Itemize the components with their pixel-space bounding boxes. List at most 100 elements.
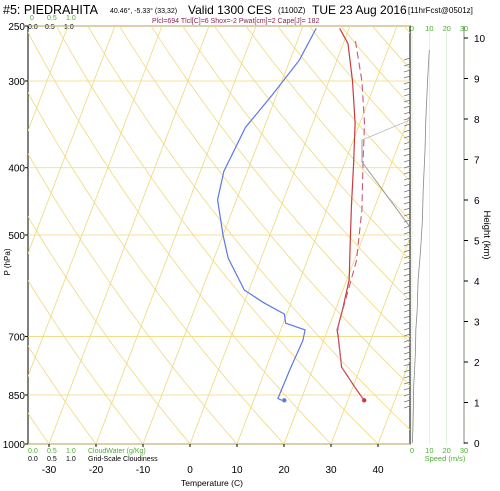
- height-tick-label: 9: [474, 75, 480, 86]
- pressure-axis-ticks: 250 300 400 500 700 850 1000: [3, 22, 28, 451]
- bottom-black-scale-label: 1.0: [66, 456, 76, 463]
- valid-time: Valid 1300 CES: [188, 3, 272, 17]
- wind-barb: [403, 357, 411, 361]
- dry-adiabat: [119, 26, 410, 387]
- temperature-tick-label: 40: [372, 465, 384, 476]
- temperature-tick-label: 20: [278, 465, 290, 476]
- bottom-black-scale-label: 0.5: [47, 456, 57, 463]
- wind-barb: [403, 171, 411, 175]
- wind-barb: [403, 243, 411, 247]
- wind-barb: [403, 75, 411, 79]
- dry-adiabat: [28, 91, 285, 444]
- wind-barb: [403, 309, 411, 313]
- isotherm: [330, 236, 410, 444]
- wind-barb: [403, 225, 411, 229]
- top-black-scale-label: 0.0: [28, 24, 38, 31]
- wind-barb: [403, 177, 411, 181]
- parcel-line: [337, 37, 366, 401]
- speed-tick-label-bottom: 0: [410, 446, 414, 455]
- speed-tick-label-bottom: 10: [425, 446, 433, 455]
- wind-barb: [403, 363, 411, 367]
- bottom-black-scale-label: 0.0: [28, 456, 38, 463]
- temperature-tick-label: 10: [231, 465, 243, 476]
- wind-barb: [403, 57, 411, 61]
- wind-barb: [403, 231, 411, 235]
- temperature-tick-label: 30: [325, 465, 337, 476]
- wind-barb: [403, 195, 411, 199]
- wind-barb: [403, 105, 411, 109]
- wind-barb: [403, 297, 411, 301]
- dewpoint-surface-point: [282, 398, 287, 403]
- station-title: #5: PIEDRAHITA: [3, 3, 99, 17]
- wind-barb: [403, 315, 411, 319]
- dry-adiabat: [55, 26, 379, 444]
- top-green-scale-label: 0.5: [47, 15, 57, 22]
- panel-connector: [361, 140, 411, 228]
- wind-barb: [403, 273, 411, 277]
- pressure-tick-label: 400: [8, 164, 25, 175]
- wind-barb: [403, 285, 411, 289]
- top-cloud-scales: 0 0.5 1.0 0.0 0.5 1.0: [28, 15, 76, 31]
- height-tick-label: 2: [474, 358, 480, 369]
- pressure-tick-label: 300: [8, 77, 25, 88]
- wind-barb: [403, 69, 411, 73]
- pressure-tick-label: 500: [8, 231, 25, 242]
- wind-barb: [403, 303, 411, 307]
- y-axis-label: P (hPa): [3, 248, 12, 275]
- wind-barb: [403, 183, 411, 187]
- height-tick-label: 10: [474, 34, 486, 45]
- dry-adiabat: [150, 26, 410, 344]
- cloudiness-label: Grid-Scale Cloudiness: [88, 456, 158, 463]
- wind-barb: [403, 153, 411, 157]
- bottom-green-scale-label: 0.0: [28, 448, 38, 455]
- top-green-scale-label: 0: [30, 15, 34, 22]
- wind-barb: [403, 387, 411, 391]
- dewpoint-line: [216, 28, 317, 401]
- wind-barb: [403, 255, 411, 259]
- wind-barb: [403, 237, 411, 241]
- profile-lines: [216, 28, 367, 403]
- wind-barb: [403, 219, 411, 223]
- temperature-tick-label: -30: [42, 465, 57, 476]
- panel-connector-top: [361, 119, 411, 141]
- height-tick-label: 5: [474, 237, 480, 248]
- wind-barb: [403, 201, 411, 205]
- wind-barb: [403, 87, 411, 91]
- height-tick-label: 4: [474, 277, 480, 288]
- wind-barb: [403, 333, 411, 337]
- wind-barb: [403, 393, 411, 397]
- wind-barb: [403, 117, 411, 121]
- wind-barb: [403, 369, 411, 373]
- pressure-tick-label: 700: [8, 332, 25, 343]
- cloudwater-label: CloudWater (g/Kg): [88, 448, 146, 455]
- height-tick-label: 0: [474, 439, 480, 450]
- wind-speed-profile: [411, 49, 430, 444]
- pressure-tick-label: 250: [8, 22, 25, 33]
- dry-adiabat: [28, 153, 238, 444]
- speed-tick-label-bottom: 20: [442, 446, 450, 455]
- forecast-date: TUE 23 Aug 2016: [312, 3, 407, 17]
- wind-barb: [403, 123, 411, 127]
- top-black-scale-label: 1.0: [64, 24, 74, 31]
- wind-barb: [403, 135, 411, 139]
- sounding-indices: Plcl=694 Tlcl[C]=6 Shox=-2 Pwat[cm]=2 Ca…: [152, 18, 319, 25]
- wind-barb: [403, 381, 411, 385]
- wind-barb: [403, 339, 411, 343]
- wind-barb: [403, 93, 411, 97]
- dry-adiabat: [28, 215, 191, 444]
- wind-barb: [403, 141, 411, 145]
- wind-barb: [403, 351, 411, 355]
- top-green-scale-label: 1.0: [66, 15, 76, 22]
- wind-barb: [403, 267, 411, 271]
- forecast-run: [11hrFcst@0501z]: [408, 6, 473, 15]
- wind-barb: [403, 321, 411, 325]
- height-tick-label: 8: [474, 115, 480, 126]
- dry-adiabat: [277, 26, 410, 182]
- top-black-scale-label: 0.5: [45, 24, 55, 31]
- temperature-surface-point: [361, 398, 367, 403]
- isotherm: [28, 26, 69, 132]
- temperature-axis-ticks: -30 -20 -10 0 10 20 30 40: [42, 444, 384, 476]
- wind-barb: [403, 63, 411, 67]
- speed-tick-label-bottom: 30: [460, 446, 468, 455]
